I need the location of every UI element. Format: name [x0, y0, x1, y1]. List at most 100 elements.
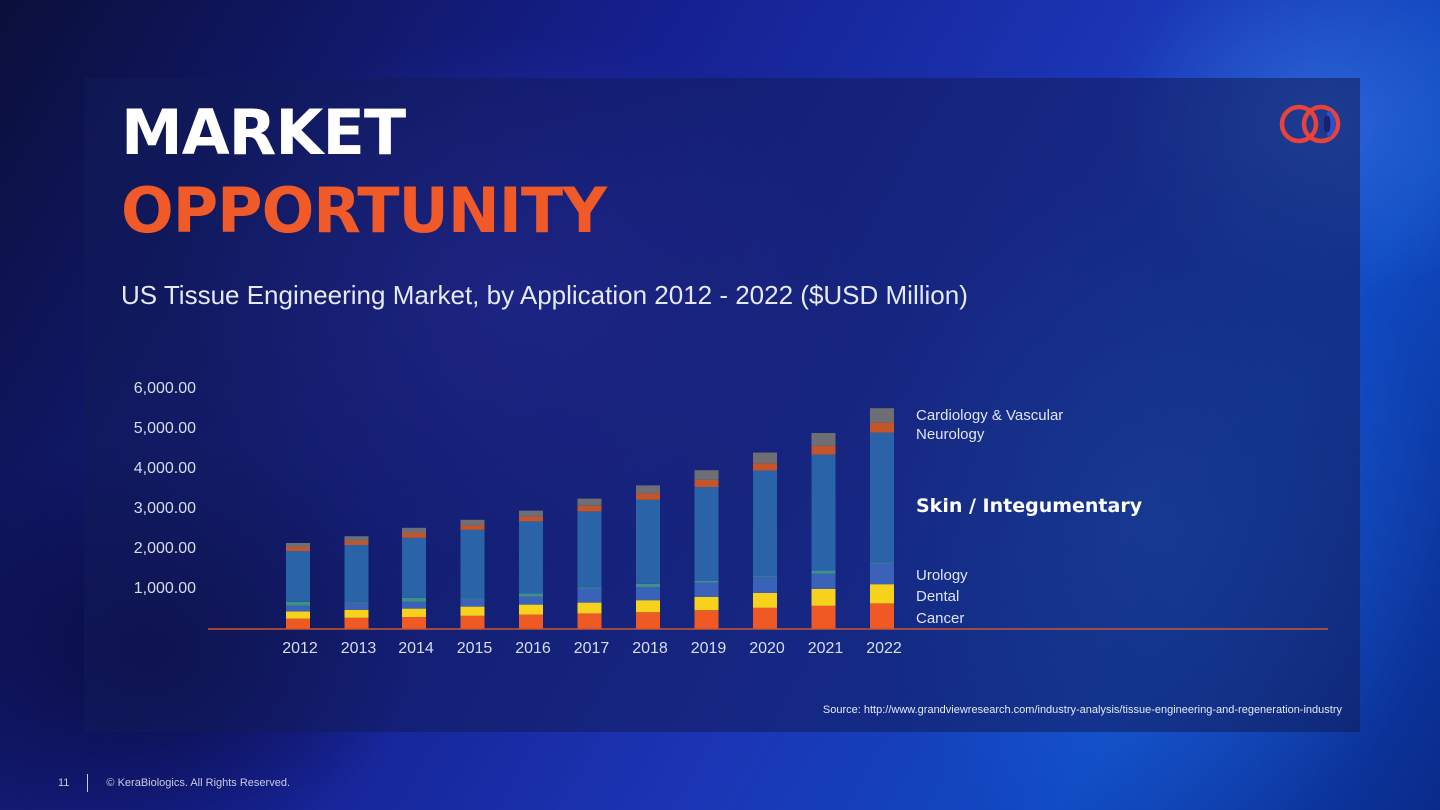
- bar-segment-skin-2022: [870, 432, 894, 563]
- bar-segment-cardio-2017: [577, 498, 602, 506]
- bar-segment-dental-2013: [344, 609, 369, 618]
- bar-segment-cancer-2021: [811, 605, 836, 629]
- bar-segment-ortho-2013: [344, 602, 369, 604]
- bar-segment-urology-2013: [344, 603, 369, 610]
- bar-segment-neurology-2017: [577, 505, 602, 512]
- title-line-1: MARKET: [121, 96, 406, 169]
- legend-cancer: Cancer: [916, 610, 964, 627]
- bar-segment-cardio-2013: [344, 536, 369, 541]
- source-citation: Source: http://www.grandviewresearch.com…: [822, 704, 1342, 716]
- x-tick-label: 2012: [282, 640, 318, 657]
- bar-segment-ortho-2012: [286, 601, 310, 606]
- legend-skin: Skin / Integumentary: [916, 495, 1143, 517]
- title-line-2: OPPORTUNITY: [121, 174, 607, 247]
- bar-segment-neurology-2020: [753, 463, 777, 471]
- legend-dental: Dental: [916, 588, 959, 605]
- bar-segment-skin-2014: [402, 537, 426, 598]
- bar-segment-cardio-2021: [811, 433, 836, 446]
- bar-segment-ortho-2018: [636, 583, 660, 587]
- bar-segment-skin-2015: [460, 529, 485, 599]
- bar-segment-urology-2022: [870, 563, 894, 585]
- bar-segment-cancer-2022: [870, 603, 894, 629]
- y-tick-label: 3,000.00: [134, 500, 196, 517]
- x-tick-label: 2020: [749, 640, 785, 657]
- footer: 11 © KeraBiologics. All Rights Reserved.: [58, 774, 290, 792]
- x-tick-label: 2015: [457, 640, 493, 657]
- bar-segment-cancer-2020: [753, 607, 777, 629]
- bar-segment-skin-2016: [519, 521, 543, 594]
- bar-segment-ortho-2019: [694, 581, 719, 583]
- y-tick-label: 4,000.00: [134, 460, 196, 477]
- bar-segment-ortho-2017: [577, 587, 602, 589]
- bar-segment-urology-2017: [577, 588, 602, 603]
- y-tick-label: 1,000.00: [134, 580, 196, 597]
- x-tick-label: 2014: [398, 640, 434, 657]
- y-tick-label: 6,000.00: [134, 380, 196, 397]
- bar-segment-skin-2019: [694, 487, 719, 581]
- bar-segment-cancer-2014: [402, 617, 426, 629]
- bar-segment-skin-2021: [811, 454, 836, 571]
- bar-segment-ortho-2016: [519, 593, 543, 597]
- bar-segment-ortho-2020: [753, 576, 777, 577]
- bar-segment-urology-2018: [636, 587, 660, 601]
- bar-segment-urology-2015: [460, 599, 485, 607]
- bar-segment-cancer-2012: [286, 618, 310, 629]
- bar-segment-dental-2020: [753, 593, 777, 608]
- bar-segment-dental-2014: [402, 608, 426, 617]
- bar-segment-cardio-2012: [286, 543, 310, 547]
- x-tick-label: 2022: [866, 640, 902, 657]
- y-tick-label: 5,000.00: [134, 420, 196, 437]
- bar-segment-cancer-2018: [636, 612, 660, 629]
- bar-segment-cardio-2020: [753, 452, 777, 464]
- bar-segment-urology-2016: [519, 596, 543, 605]
- bar-segment-cardio-2018: [636, 485, 660, 494]
- bar-segment-skin-2012: [286, 551, 310, 602]
- bar-segment-neurology-2015: [460, 525, 485, 530]
- bar-segment-cancer-2016: [519, 614, 543, 629]
- bar-segment-ortho-2015: [460, 598, 485, 600]
- bar-segment-neurology-2022: [870, 422, 894, 433]
- bar-segment-cardio-2022: [870, 408, 894, 423]
- bar-segment-cardio-2016: [519, 510, 543, 517]
- x-tick-label: 2013: [341, 640, 377, 657]
- bar-segment-dental-2022: [870, 584, 894, 604]
- bar-segment-skin-2018: [636, 499, 660, 584]
- bar-segment-neurology-2018: [636, 493, 660, 500]
- bar-segment-dental-2019: [694, 597, 719, 611]
- legend-cardio: Cardiology & Vascular: [916, 407, 1063, 424]
- bar-segment-dental-2012: [286, 611, 310, 619]
- bar-segment-urology-2019: [694, 582, 719, 597]
- chart-subtitle: US Tissue Engineering Market, by Applica…: [121, 280, 968, 310]
- bar-segment-neurology-2019: [694, 479, 719, 487]
- bar-segment-cardio-2019: [694, 470, 719, 480]
- bar-segment-neurology-2021: [811, 445, 836, 455]
- x-tick-label: 2021: [808, 640, 844, 657]
- bar-segment-cardio-2015: [460, 519, 485, 526]
- bar-segment-urology-2014: [402, 601, 426, 609]
- y-tick-label: 2,000.00: [134, 540, 196, 557]
- bar-segment-cancer-2015: [460, 615, 485, 629]
- bar-segment-neurology-2016: [519, 516, 543, 522]
- bar-segment-skin-2020: [753, 470, 777, 577]
- bar-segment-dental-2018: [636, 600, 660, 613]
- x-tick-label: 2017: [574, 640, 610, 657]
- x-tick-label: 2019: [691, 640, 727, 657]
- bar-segment-ortho-2022: [870, 562, 894, 564]
- x-tick-label: 2016: [515, 640, 551, 657]
- bar-segment-skin-2017: [577, 511, 602, 588]
- bar-segment-urology-2021: [811, 573, 836, 589]
- page-number: 11: [58, 777, 70, 789]
- bar-segment-neurology-2012: [286, 547, 310, 551]
- bar-segment-cancer-2017: [577, 613, 602, 629]
- bar-segment-neurology-2014: [402, 533, 426, 538]
- bar-segment-urology-2012: [286, 605, 310, 612]
- footer-divider: [87, 774, 89, 792]
- bar-segment-ortho-2014: [402, 597, 426, 602]
- bar-segment-ortho-2021: [811, 570, 836, 574]
- kerabiologics-rings-logo-icon: [1279, 104, 1341, 144]
- bar-segment-cancer-2013: [344, 617, 369, 629]
- bar-segment-cardio-2014: [402, 527, 426, 533]
- bar-segment-dental-2021: [811, 589, 836, 606]
- bar-segment-neurology-2013: [344, 541, 369, 545]
